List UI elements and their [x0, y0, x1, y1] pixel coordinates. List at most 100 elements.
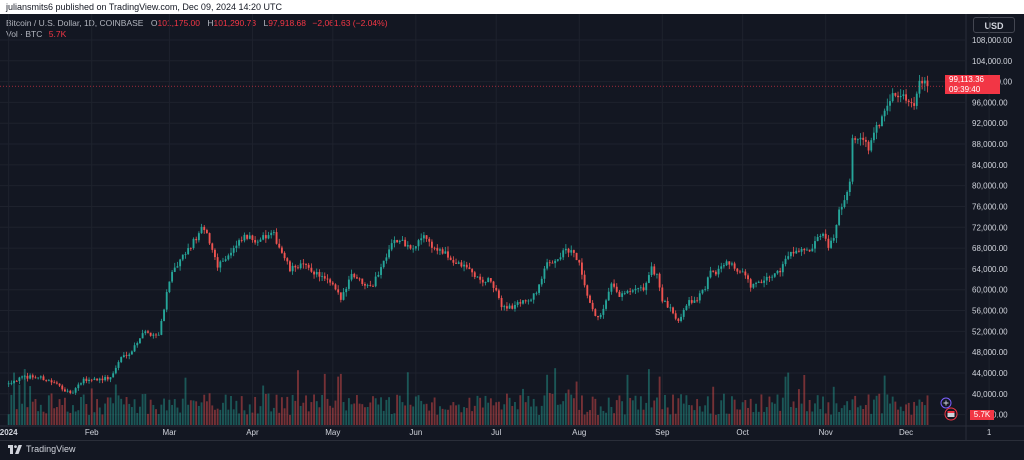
volume-bar	[519, 395, 522, 425]
candle-body	[926, 80, 929, 87]
volume-bar	[447, 409, 449, 425]
volume-bar	[548, 393, 551, 425]
volume-bar	[380, 397, 382, 425]
volume-bar	[420, 400, 423, 425]
volume-bar	[109, 397, 112, 425]
volume-bar	[639, 396, 642, 425]
price-tick-label: 64,000.00	[972, 265, 1008, 274]
candle-body	[570, 250, 573, 253]
volume-bar	[779, 410, 782, 425]
candle-body	[832, 238, 835, 241]
volume-bar	[334, 400, 337, 425]
candle-body	[139, 338, 141, 344]
volume-bar	[208, 393, 211, 425]
volume-bar	[851, 399, 854, 425]
candle-body	[664, 301, 666, 302]
volume-bar	[184, 377, 187, 425]
candle-body	[583, 274, 586, 286]
plus-button[interactable]	[940, 397, 952, 409]
candle-body	[133, 345, 136, 352]
candle-body	[82, 378, 85, 384]
volume-bar	[463, 407, 466, 425]
candle-body	[546, 262, 549, 269]
volume-bar	[141, 394, 144, 425]
candle-body	[128, 354, 131, 356]
candle-body	[781, 264, 784, 273]
candle-body	[631, 290, 634, 292]
volume-bar	[31, 401, 34, 425]
candle-body	[398, 240, 401, 243]
volume-bar	[728, 413, 731, 425]
volume-bar	[693, 410, 696, 425]
candle-body	[374, 276, 377, 287]
volume-bar	[838, 411, 841, 425]
volume-bar	[872, 399, 875, 425]
volume-bar	[254, 396, 257, 425]
candle-body	[120, 357, 123, 363]
volume-bar	[98, 407, 101, 425]
candle-body	[527, 300, 530, 302]
volume-bar	[147, 413, 149, 425]
candle-body	[653, 266, 656, 275]
time-tick-label: 1	[987, 428, 992, 437]
candle-body	[698, 293, 701, 301]
time-tick-label: Oct	[736, 428, 749, 437]
candle-body	[393, 240, 396, 244]
volume-bar	[508, 397, 511, 425]
candle-body	[471, 269, 474, 273]
volume-bar	[926, 395, 929, 425]
volume-label: Vol · BTC	[6, 29, 43, 39]
volume-bar	[741, 402, 744, 425]
volume-bar	[160, 404, 163, 425]
candle-body	[353, 273, 356, 278]
candle-body	[607, 291, 610, 301]
candle-body	[870, 140, 873, 151]
volume-bar	[259, 406, 262, 425]
flag-icon[interactable]	[944, 407, 958, 421]
candle-body	[272, 232, 275, 233]
candle-body	[894, 93, 897, 96]
candle-body	[465, 264, 468, 268]
volume-bar	[578, 409, 581, 425]
tradingview-brand[interactable]: TradingView	[8, 444, 76, 454]
volume-bar	[144, 393, 147, 425]
candle-body	[806, 249, 808, 251]
candle-body	[216, 257, 219, 268]
volume-bar	[589, 410, 591, 425]
candle-body	[645, 282, 648, 291]
candle-body	[460, 262, 463, 267]
candle-body	[264, 235, 267, 239]
candle-body	[696, 300, 699, 302]
volume-bar	[905, 404, 908, 425]
candle-body	[286, 258, 289, 262]
volume-bar	[353, 403, 356, 425]
candle-body	[479, 276, 482, 280]
volume-bar	[414, 396, 417, 425]
candle-body	[171, 271, 174, 282]
volume-bar	[690, 405, 693, 425]
candle-body	[18, 377, 21, 382]
volume-bar	[114, 384, 117, 425]
candle-body	[238, 240, 240, 246]
volume-bar	[570, 394, 573, 425]
candle-body	[101, 378, 104, 381]
volume-bar	[176, 407, 179, 425]
volume-bar	[21, 403, 24, 425]
time-tick-label: Nov	[819, 428, 833, 437]
volume-bar	[339, 373, 342, 425]
candle-body	[224, 259, 227, 261]
volume-bar	[514, 402, 516, 425]
volume-bar	[878, 393, 881, 425]
volume-bar	[189, 400, 192, 425]
volume-bar	[765, 407, 768, 425]
candle-body	[511, 305, 514, 309]
volume-bar	[355, 395, 358, 425]
candle-body	[621, 293, 624, 297]
volume-bar	[733, 399, 736, 425]
price-tick-label: 60,000.00	[972, 286, 1008, 295]
candlestick-chart[interactable]: 36,000.0040,000.0044,000.0048,000.0052,0…	[0, 0, 1024, 440]
volume-bar	[527, 395, 530, 425]
volume-bar	[881, 413, 883, 425]
currency-button[interactable]: USD	[973, 17, 1015, 33]
volume-bar	[658, 376, 661, 425]
